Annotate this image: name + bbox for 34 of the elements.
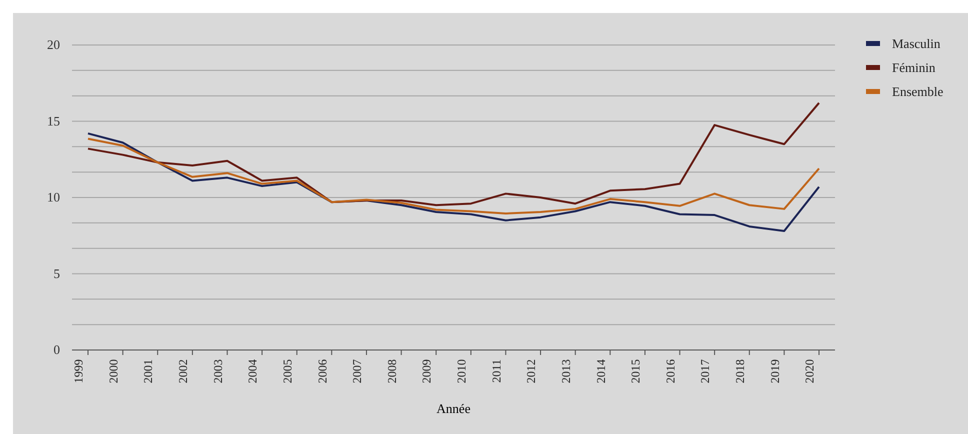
x-tick-label: 1999	[72, 359, 86, 384]
y-tick-label: 5	[54, 266, 60, 281]
y-tick-label: 0	[54, 342, 60, 358]
x-tick-label: 2005	[280, 359, 294, 384]
x-tick-label: 2019	[768, 359, 782, 384]
x-tick-label: 2001	[141, 359, 156, 384]
legend-label: Féminin	[892, 60, 936, 75]
x-tick-label: 2013	[558, 359, 573, 384]
line-series	[87, 132, 820, 232]
x-tick-label: 2012	[524, 359, 538, 384]
x-tick-label: 2002	[176, 359, 190, 384]
x-tick-label: 2000	[106, 359, 120, 384]
x-tick-label: 2009	[420, 359, 434, 384]
y-tick-label: 15	[47, 113, 60, 128]
x-tick-label: 2004	[246, 359, 260, 384]
x-tick-label: 2015	[628, 359, 643, 384]
x-tick-label: 2017	[698, 359, 712, 384]
x-tick-label: 2010	[454, 359, 469, 384]
x-tick-label: 2007	[350, 359, 364, 384]
x-tick-label: 2003	[210, 359, 225, 384]
x-tick-label: 2011	[489, 359, 504, 383]
y-tick-label: 20	[47, 37, 60, 52]
x-tick-label: 2014	[594, 359, 608, 384]
x-tick-label: 2020	[802, 359, 817, 384]
x-tick-label: 2016	[663, 359, 678, 384]
x-tick-label: 2018	[732, 359, 747, 384]
line-series	[87, 102, 820, 206]
y-tick-label: 10	[47, 190, 60, 205]
x-tick-label: 2006	[315, 359, 330, 384]
line-series	[87, 138, 820, 215]
x-tick-label: 2008	[384, 359, 399, 384]
legend-label: Ensemble	[892, 84, 944, 99]
x-axis-title: Année	[436, 401, 471, 416]
legend-label: Masculin	[892, 36, 941, 51]
